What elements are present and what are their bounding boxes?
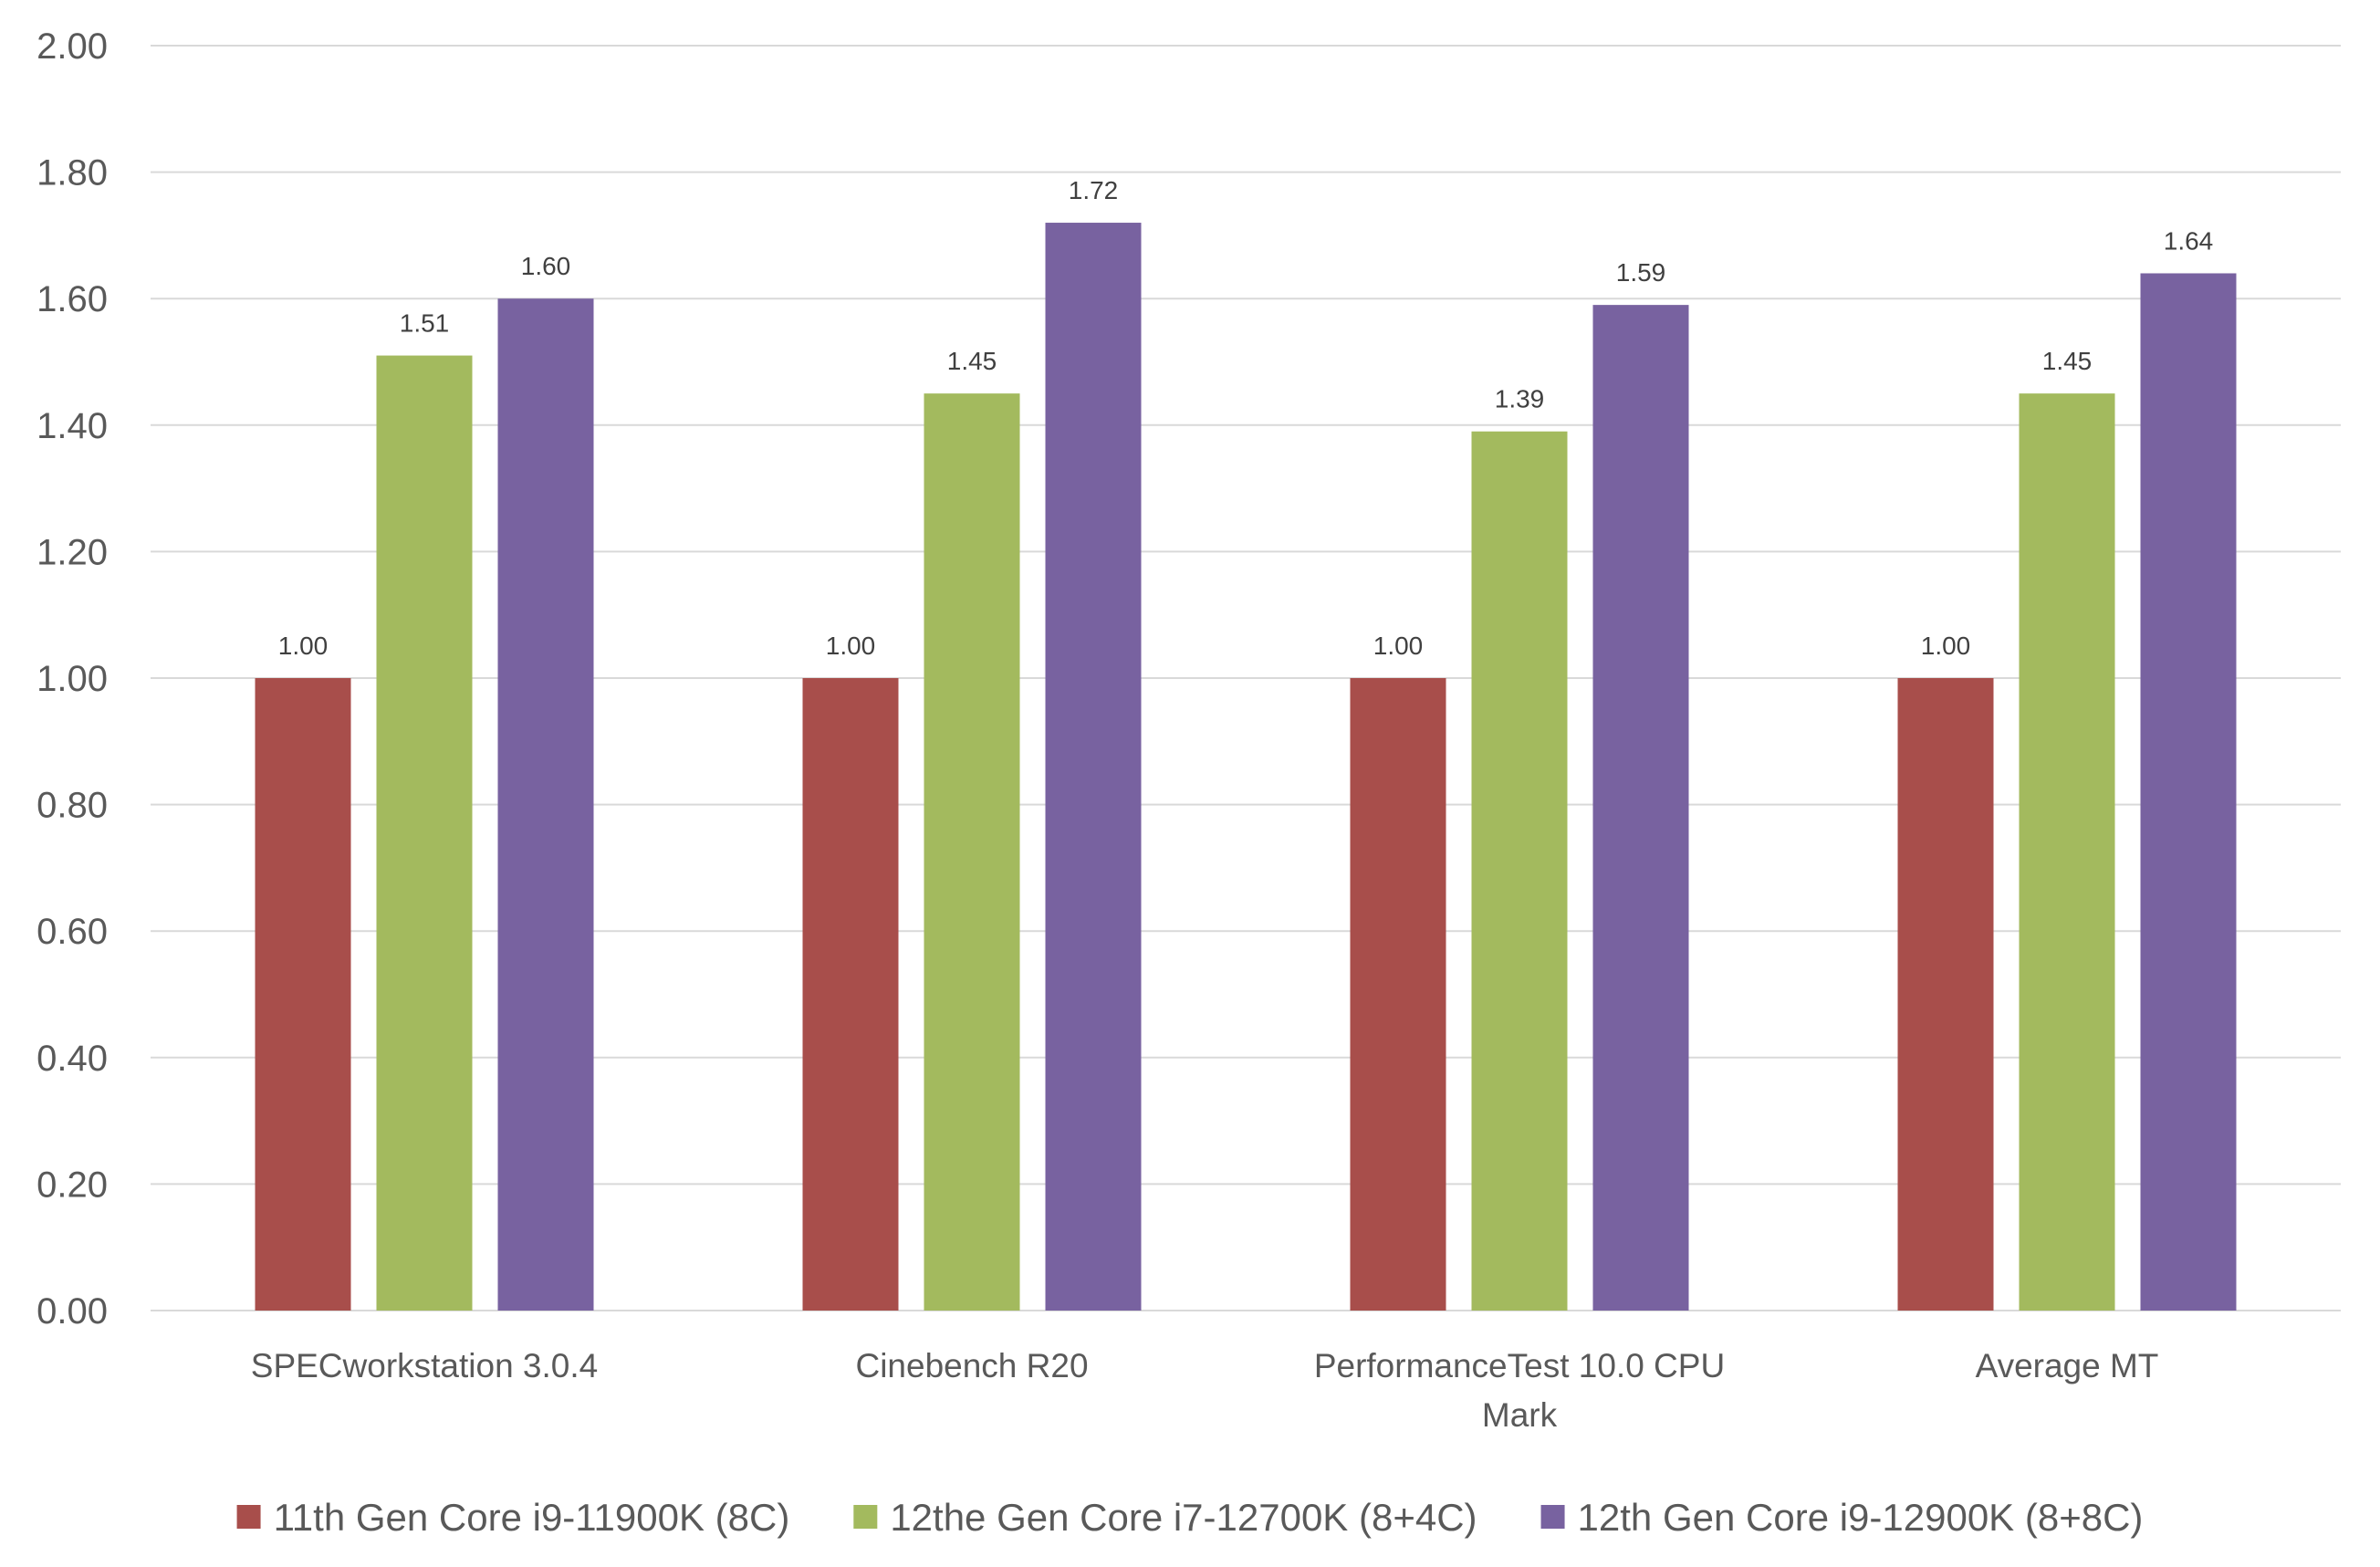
- data-label: 1.64: [2164, 226, 2214, 255]
- bar: [376, 355, 473, 1311]
- data-label: 1.00: [1921, 632, 1971, 660]
- y-tick-label: 1.80: [37, 153, 108, 193]
- y-tick-label: 0.40: [37, 1039, 108, 1079]
- x-axis-category-labels: SPECworkstation 3.0.4 Cinebench R20 Perfor…: [251, 1347, 2159, 1434]
- legend-swatch: [236, 1505, 261, 1529]
- y-tick-label: 0.80: [37, 786, 108, 826]
- bar: [255, 678, 351, 1311]
- bars: [255, 223, 2237, 1311]
- bar: [802, 678, 899, 1311]
- bar: [1471, 431, 1568, 1311]
- legend-label: 12the Gen Core i7-12700K (8+4C): [890, 1496, 1477, 1539]
- y-tick-label: 0.20: [37, 1165, 108, 1205]
- bar: [1592, 305, 1689, 1311]
- bar: [2140, 273, 2237, 1311]
- y-tick-label: 0.60: [37, 912, 108, 952]
- gridlines: [151, 45, 2341, 1311]
- bar: [1897, 678, 1994, 1311]
- data-label: 1.45: [947, 347, 997, 375]
- y-tick-label: 1.60: [37, 279, 108, 319]
- x-category-label: SPECworkstation 3.0.4: [251, 1347, 598, 1384]
- y-tick-label: 0.00: [37, 1291, 108, 1332]
- bar: [1350, 678, 1446, 1311]
- data-label: 1.60: [521, 252, 571, 280]
- legend-item: 11th Gen Core i9-11900K (8C): [236, 1496, 790, 1539]
- x-category-label: Average MT: [1976, 1347, 2159, 1384]
- data-label: 1.39: [1495, 385, 1545, 413]
- legend-swatch: [1540, 1505, 1565, 1529]
- bar: [924, 393, 1020, 1311]
- legend: 11th Gen Core i9-11900K (8C) 12the Gen Co…: [236, 1496, 2144, 1539]
- legend-item: 12the Gen Core i7-12700K (8+4C): [853, 1496, 1477, 1539]
- legend-swatch: [853, 1505, 878, 1529]
- bar: [1045, 223, 1142, 1311]
- data-label: 1.51: [400, 309, 450, 338]
- data-labels: 1.00 1.51 1.60 1.00 1.45 1.72 1.00 1.39 1.59 1.00…: [278, 176, 2214, 660]
- y-tick-label: 2.00: [37, 26, 108, 67]
- legend-label: 12th Gen Core i9-12900K (8+8C): [1578, 1496, 2144, 1539]
- data-label: 1.00: [278, 632, 329, 660]
- x-category-label: PerformanceTest 10.0 CPU: [1314, 1347, 1725, 1384]
- data-label: 1.59: [1616, 258, 1666, 287]
- data-label: 1.72: [1069, 176, 1119, 204]
- y-axis-tick-labels: 0.00 0.20 0.40 0.60 0.80 1.00 1.20 1.40 1.60 1.80…: [37, 26, 108, 1332]
- y-tick-label: 1.00: [37, 659, 108, 699]
- legend-item: 12th Gen Core i9-12900K (8+8C): [1540, 1496, 2144, 1539]
- y-tick-label: 1.40: [37, 406, 108, 446]
- data-label: 1.45: [2042, 347, 2093, 375]
- data-label: 1.00: [826, 632, 876, 660]
- data-label: 1.00: [1373, 632, 1424, 660]
- x-category-label: Cinebench R20: [855, 1347, 1088, 1384]
- legend-label: 11th Gen Core i9-11900K (8C): [274, 1496, 790, 1539]
- bar: [497, 298, 594, 1311]
- x-category-label: Mark: [1482, 1396, 1558, 1434]
- y-tick-label: 1.20: [37, 532, 108, 572]
- bar: [2019, 393, 2115, 1311]
